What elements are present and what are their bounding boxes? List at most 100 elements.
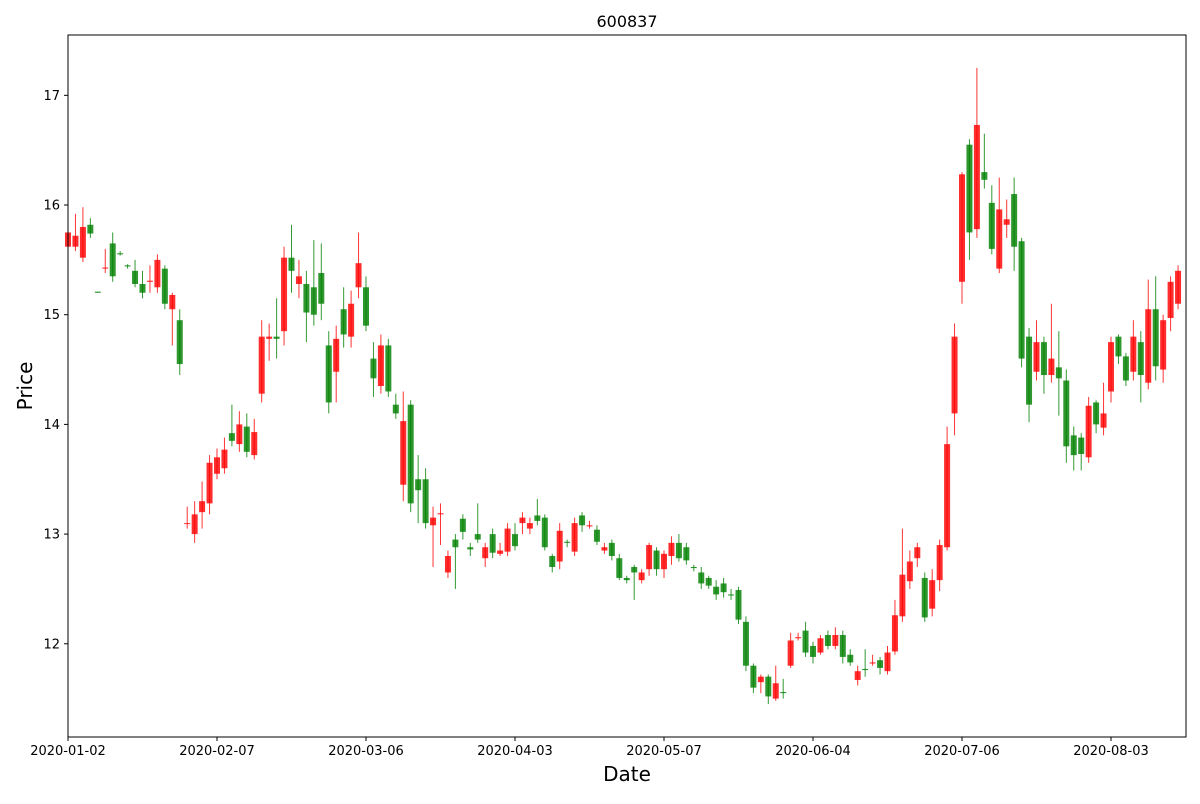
candle [973,67,980,238]
candle [459,514,466,540]
candle [742,616,749,672]
candle [363,276,369,332]
candle [661,550,667,578]
candle-body [400,421,407,485]
candle [765,674,772,705]
candle-body [87,224,94,234]
candle [1078,433,1085,471]
candle [571,517,578,557]
candle-body [720,583,727,593]
candle [348,290,355,348]
candle [258,320,265,403]
candle-body [921,577,928,618]
candle-body [854,671,861,680]
candle-body [608,542,615,557]
candle-body [281,257,288,332]
candle-body [310,287,317,315]
candle [243,413,250,458]
candle [966,139,973,260]
candle [951,323,958,436]
candle-body [444,556,451,573]
candle [981,133,988,189]
candle-body [601,547,608,551]
candle-body [780,692,787,694]
candle [273,298,280,359]
candle-body [161,268,168,304]
candle-body [564,541,571,543]
candle-body [862,668,869,671]
candle [601,542,608,554]
candle [377,334,384,394]
candle-body [117,253,124,255]
candle-body [541,517,548,548]
candle-body [452,539,459,548]
candle [683,542,690,565]
candle [1018,237,1025,368]
candle [817,634,824,655]
candle-body [549,556,556,567]
candle-body [1145,309,1152,383]
candle [780,678,787,699]
candle-body [802,630,809,653]
candle-body [884,652,891,672]
candle [1033,320,1040,381]
candle [564,539,571,548]
candle-body [765,676,772,697]
candle-body [1122,356,1129,381]
candle [437,503,444,546]
candle-body [139,283,146,293]
candle [444,550,451,578]
candle-body [869,662,876,664]
candle [109,232,116,282]
candle [400,391,407,502]
candle [303,270,310,343]
candle-body [154,259,161,288]
candle-body [318,273,325,304]
candle [959,172,965,304]
candle-body [1055,367,1062,379]
candle [102,248,109,274]
x-axis: 2020-01-02 2020-02-07 2020-03-06 2020-04-03… [30,737,1149,759]
candle [698,566,705,589]
candle-body [415,479,422,491]
candle [728,588,735,600]
candle [1122,353,1129,386]
y-tick-label: 13 [43,528,60,543]
candle [810,641,816,664]
x-tick-label: 2020-04-03 [477,744,553,759]
candle-body [512,534,518,547]
candle-body [1093,402,1100,425]
candle [891,599,898,655]
candle-body [176,320,183,365]
candle [169,292,176,346]
candle [854,665,861,686]
candle [914,542,921,567]
candle-body [824,634,831,646]
candle [646,542,653,576]
candle [124,264,131,269]
candle-body [295,276,302,284]
candle-body [109,243,116,277]
candle-body [273,336,280,339]
candle-body [690,566,697,569]
candle [370,342,377,397]
candle [556,523,563,570]
candle [132,259,139,288]
candle [795,632,802,641]
candle [221,437,228,474]
candle [355,232,362,299]
candle [482,542,489,567]
candle [310,240,317,326]
candle [936,539,943,592]
candle [318,243,325,321]
candle-body [1167,281,1174,318]
candle-body [422,479,429,524]
y-tick-label: 12 [43,637,60,652]
candle-body [1018,241,1025,359]
candle [206,455,213,515]
candle-body [504,528,511,552]
candle [750,663,757,694]
candle-body [750,665,757,688]
candle-body [668,542,675,557]
